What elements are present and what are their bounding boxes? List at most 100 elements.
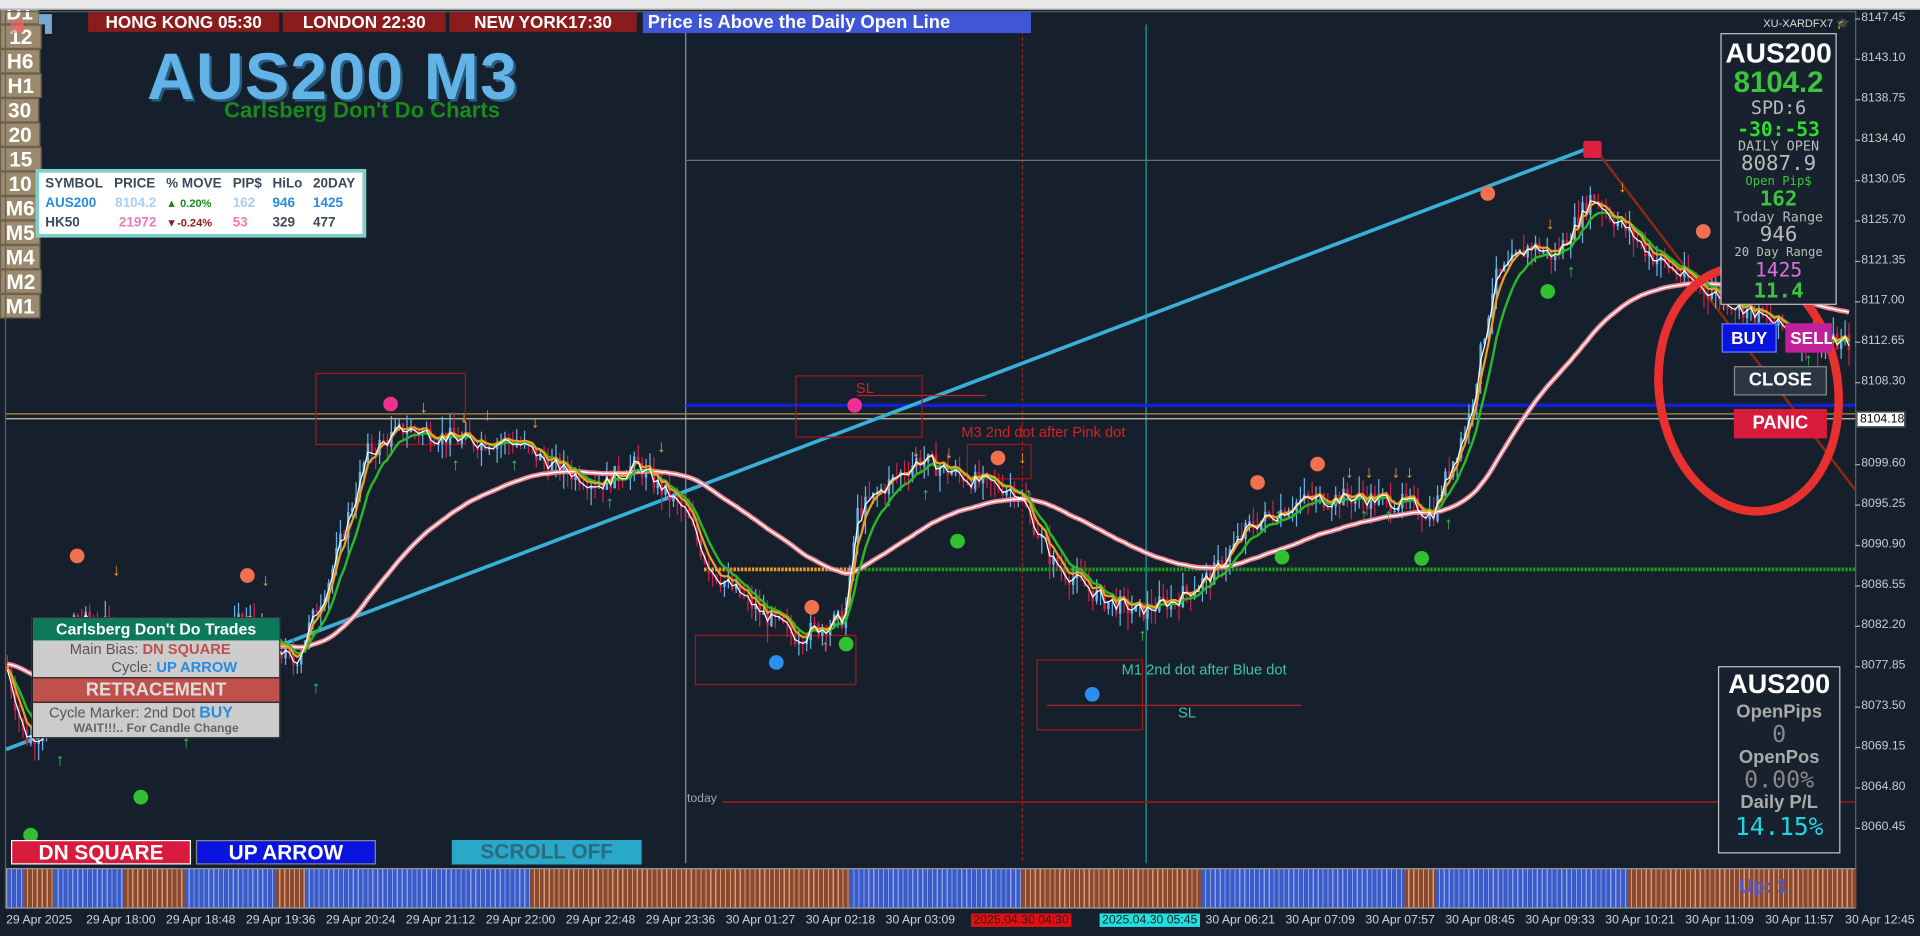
candle [1616,222,1620,227]
cycle-button[interactable]: UP ARROW [195,840,376,865]
candle [1839,338,1843,349]
candle [1628,227,1631,232]
candle [1397,508,1400,512]
candle [860,507,863,518]
candle [1687,267,1690,279]
price-tick-label: 8117.00 [1861,294,1905,308]
candle [1757,307,1761,323]
up-arrow-icon: ↑ [1567,261,1576,281]
candle [1040,535,1044,538]
timeframe-button-12[interactable]: 12 [0,24,42,49]
price-tick-label: 8077.85 [1861,658,1906,672]
candle [1095,589,1098,602]
candle [1216,560,1220,563]
price-tick-label: 8125.70 [1861,213,1906,227]
timeframe-button-m4[interactable]: M4 [0,244,41,270]
up-arrow-icon: ↑ [56,749,65,769]
timeframe-button-h6[interactable]: H6 [0,48,41,74]
candle [1734,309,1737,311]
pink-dot [847,397,863,413]
time-tick-label: 30 Apr 11:57 [1765,913,1834,927]
close-button[interactable]: CLOSE [1733,366,1827,396]
col-price: PRICE [114,176,156,192]
candle [542,453,546,461]
candle [535,447,538,461]
price-tick [1855,99,1861,101]
time-tick-label: 30 Apr 07:09 [1285,913,1355,927]
timeframe-button-m2[interactable]: M2 [0,269,42,294]
price-tick [1855,544,1861,546]
sl-label: SL [855,379,874,397]
price-tick-label: 8069.15 [1861,739,1906,753]
price-tick [1855,746,1861,749]
price-tick-label: 8073.50 [1861,698,1906,713]
col-pips: PIP$ [232,176,262,192]
green-dot [133,789,149,805]
clock-london: LONDON 22:30 [282,12,446,32]
candle [1416,498,1420,516]
table-row: HK50 21972 ▼-0.24% 53 329 477 [42,214,360,231]
blue-dot [1084,686,1100,702]
candle [1553,253,1557,260]
cycle-value: UP ARROW [156,658,238,676]
candle [754,604,757,609]
up-arrow-icon: ↑ [921,484,930,504]
candle [652,468,656,489]
orange-dot [1250,475,1265,490]
timeframe-button-20[interactable]: 20 [0,122,41,147]
price-line-white [6,200,1850,743]
candle [1142,603,1145,619]
candle [1632,227,1635,241]
cell-symbol: AUS200 [45,195,97,211]
orange-dot [1695,224,1711,239]
buy-button[interactable]: BUY [1721,323,1777,353]
price-status-banner: Price is Above the Daily Open Line [642,12,1032,34]
strength-segment-down [1021,869,1202,908]
daily-open-value: 8087.9 [1740,151,1817,177]
candle [343,533,346,539]
down-arrow-icon: ↓ [1018,447,1027,467]
price-tick-label: 8143.10 [1861,51,1906,65]
timeframe-button-30[interactable]: 30 [0,97,40,123]
price-tick [1855,827,1861,829]
timeframe-button-10[interactable]: 10 [0,171,41,196]
candle [1107,601,1110,610]
candle [660,479,663,495]
timeframe-button-m1[interactable]: M1 [0,293,41,319]
sell-button[interactable]: SELL [1785,323,1832,353]
fast-ma-green [6,211,1850,730]
time-tick-label: 30 Apr 02:18 [805,913,876,927]
candle [582,484,585,487]
strength-segment-down [530,869,850,908]
candle [734,583,738,589]
scroll-button[interactable]: SCROLL OFF [451,840,642,865]
panic-button[interactable]: PANIC [1733,408,1827,439]
candle [1514,252,1518,254]
price-tick-label: 8112.65 [1861,334,1905,349]
price-tick-label: 8082.20 [1861,618,1906,632]
candle [566,461,569,474]
down-arrow-icon: ↓ [419,397,428,417]
strength-segment-down [1404,869,1436,908]
candle [1565,239,1569,246]
green-dot [23,827,38,843]
timeframe-button-h1[interactable]: H1 [0,73,42,98]
candle [1585,202,1588,215]
grid-view-icon[interactable]: ▦ [9,15,25,35]
up-arrow-icon: ↑ [1274,504,1283,524]
bias-button[interactable]: DN SQUARE [11,840,192,865]
open-pips-value: 0 [1772,721,1787,749]
crosshair-time-cyan: 2025.04.30 05:45 [1099,913,1200,927]
candle [1154,610,1157,613]
candle [1103,588,1106,610]
timeframe-button-15[interactable]: 15 [0,146,42,172]
market-table: SYMBOL PRICE % MOVE PIP$ HiLo 20DAY AUS200 81… [35,168,367,238]
panel-symbol: AUS200 [1725,36,1832,69]
time-tick-label: 29 Apr 18:00 [86,913,156,927]
chart-tools-icon[interactable]: ▜ [39,14,52,34]
candle [711,573,714,576]
pl-symbol: AUS200 [1728,668,1831,700]
strength-segment-up [849,869,1022,908]
account-label: XU-XARDFX7 🎓 [1763,17,1850,30]
